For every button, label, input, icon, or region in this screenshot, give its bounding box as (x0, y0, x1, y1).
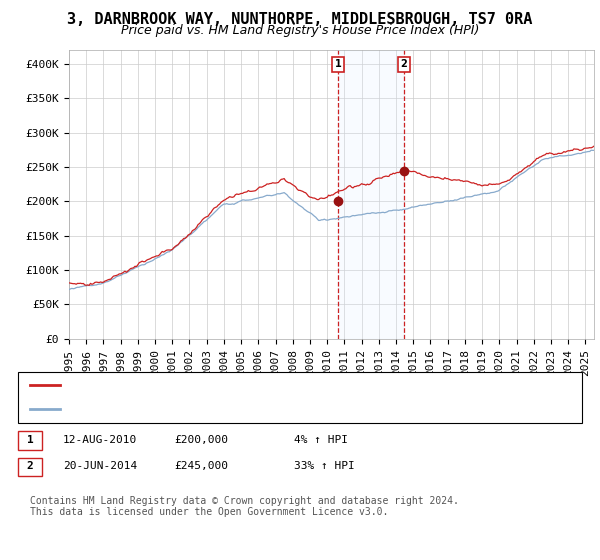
Text: 33% ↑ HPI: 33% ↑ HPI (294, 461, 355, 472)
Text: 3, DARNBROOK WAY, NUNTHORPE, MIDDLESBROUGH, TS7 0RA: 3, DARNBROOK WAY, NUNTHORPE, MIDDLESBROU… (67, 12, 533, 27)
Text: HPI: Average price, detached house, Middlesbrough: HPI: Average price, detached house, Midd… (69, 404, 400, 414)
Text: 4% ↑ HPI: 4% ↑ HPI (294, 435, 348, 445)
Text: £200,000: £200,000 (174, 435, 228, 445)
Text: 3, DARNBROOK WAY, NUNTHORPE, MIDDLESBROUGH, TS7 0RA (detached house): 3, DARNBROOK WAY, NUNTHORPE, MIDDLESBROU… (69, 380, 528, 390)
Bar (338, 50, 404, 339)
Text: 20-JUN-2014: 20-JUN-2014 (63, 461, 137, 472)
Text: Price paid vs. HM Land Registry's House Price Index (HPI): Price paid vs. HM Land Registry's House … (121, 24, 479, 36)
Text: 12-AUG-2010: 12-AUG-2010 (63, 435, 137, 445)
Text: £245,000: £245,000 (174, 461, 228, 472)
Text: 1: 1 (26, 435, 34, 445)
Text: 1: 1 (334, 59, 341, 69)
Text: Contains HM Land Registry data © Crown copyright and database right 2024.
This d: Contains HM Land Registry data © Crown c… (30, 496, 459, 517)
Text: 2: 2 (401, 59, 407, 69)
Text: 2: 2 (26, 461, 34, 472)
